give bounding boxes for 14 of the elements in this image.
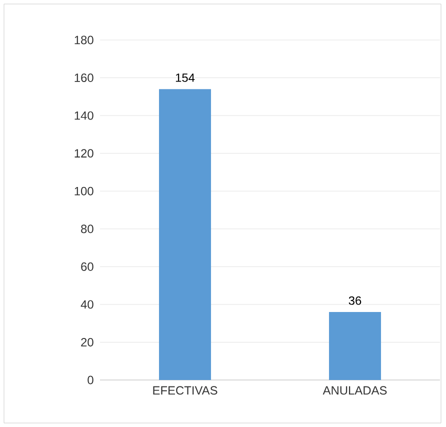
y-tick-label: 160 — [74, 74, 94, 82]
y-tick-label: 140 — [74, 111, 94, 120]
x-tick-label: ANULADAS — [322, 386, 387, 395]
y-tick-label: 40 — [80, 300, 94, 309]
y-tick-label: 80 — [81, 224, 94, 234]
y-tick-label: 120 — [74, 149, 94, 158]
data-label: 36 — [348, 296, 362, 305]
data-label: 154 — [176, 74, 195, 82]
y-tick-label: 60 — [81, 262, 94, 271]
x-tick-label: EFECTIVAS — [153, 386, 218, 395]
y-tick-label: 180 — [74, 36, 94, 44]
y-tick-label: 0 — [88, 376, 94, 384]
y-tick-label: 20 — [81, 338, 94, 346]
y-tick-label: 100 — [74, 186, 94, 196]
